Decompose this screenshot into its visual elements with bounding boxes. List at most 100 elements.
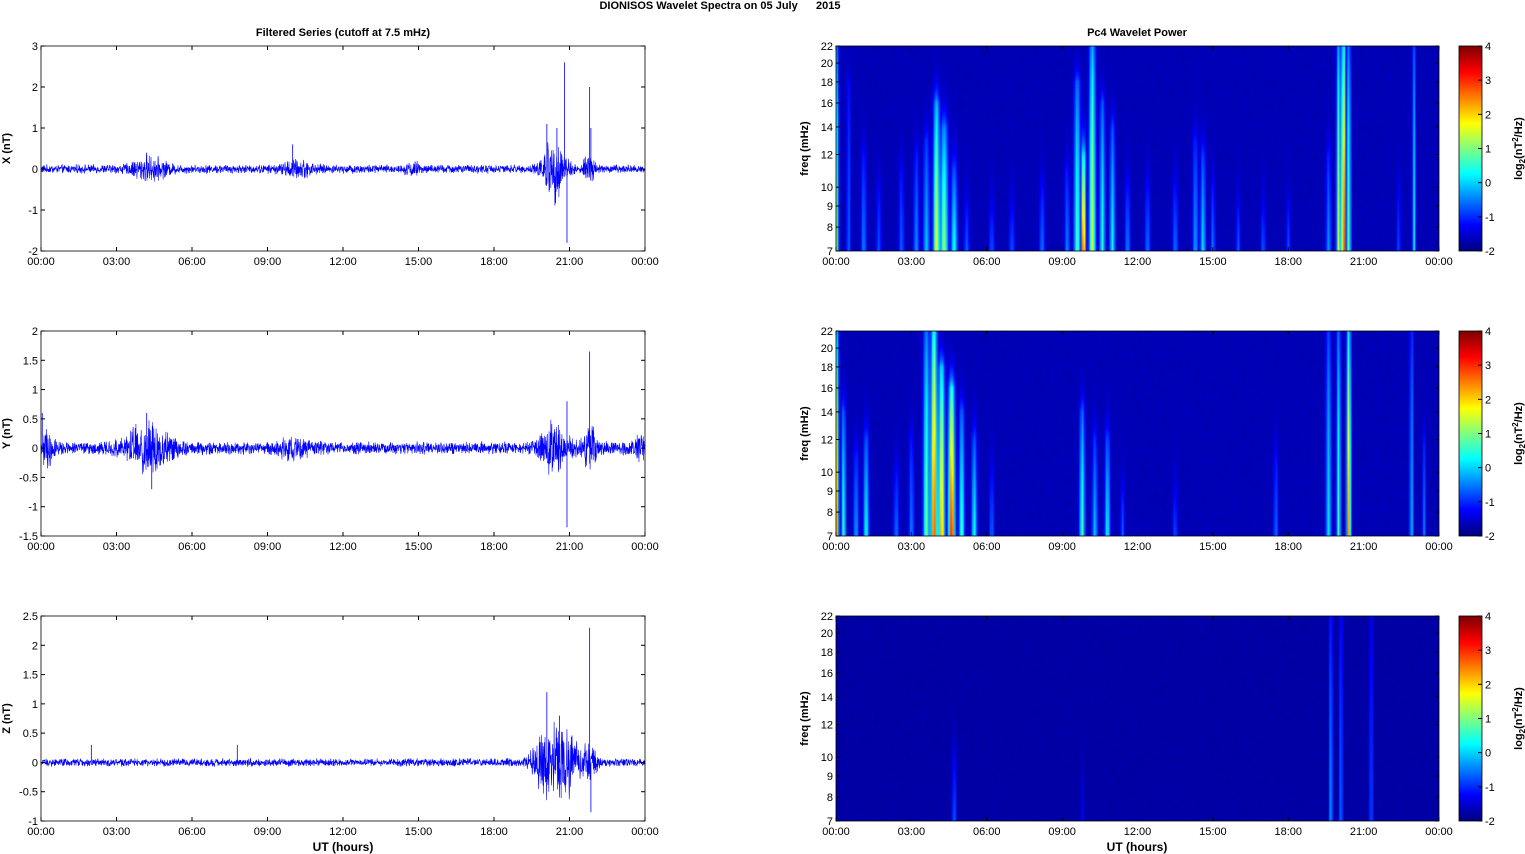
wavelet-xtick-label: 12:00	[1124, 541, 1152, 553]
colorbar-tick-label: 0	[1485, 463, 1491, 475]
wavelet-xtick-label: 00:00	[822, 256, 850, 268]
wavelet-xtick-label: 21:00	[1350, 826, 1378, 838]
colorbar-label: log2(nT2/Hz)	[1511, 687, 1525, 750]
ytick-label: 3	[32, 41, 38, 53]
ytick-label: 1.5	[23, 355, 38, 367]
freq-ylabel: freq (mHz)	[799, 406, 811, 461]
series-xtick-label: 15:00	[405, 541, 433, 553]
series-xtick-label: 06:00	[178, 256, 206, 268]
series-xtick-label: 12:00	[329, 256, 357, 268]
ytick-label: 2	[32, 82, 38, 94]
freq-tick-label: 12	[821, 435, 833, 447]
wavelet-xtick-label: 09:00	[1048, 256, 1076, 268]
wavelet-xtick-label: 18:00	[1274, 826, 1302, 838]
wavelet-xtick-label: 18:00	[1274, 541, 1302, 553]
ytick-label: 0	[32, 443, 38, 455]
ytick-label: 0.5	[23, 414, 38, 426]
ytick-label: -0.5	[19, 787, 38, 799]
plot-area	[41, 46, 645, 251]
colorbar-tick-label: 2	[1485, 394, 1491, 406]
freq-tick-label: 7	[827, 816, 833, 828]
ytick-label: 0.5	[23, 728, 38, 740]
ytick-label: 2	[32, 640, 38, 652]
freq-tick-label: 8	[827, 507, 833, 519]
freq-tick-label: 14	[821, 122, 833, 134]
freq-tick-label: 7	[827, 531, 833, 543]
freq-tick-label: 8	[827, 222, 833, 234]
wavelet-power-image	[836, 616, 1439, 821]
freq-tick-label: 8	[827, 792, 833, 804]
right-xlabel: UT (hours)	[1107, 840, 1168, 854]
series-xtick-label: 15:00	[405, 256, 433, 268]
ytick-label: 0	[32, 164, 38, 176]
series-xtick-label: 03:00	[103, 826, 131, 838]
series-xtick-label: 09:00	[254, 541, 282, 553]
freq-tick-label: 7	[827, 246, 833, 258]
series-xtick-label: 21:00	[556, 541, 584, 553]
series-xtick-label: 00:00	[27, 826, 55, 838]
ytick-label: 2	[32, 326, 38, 338]
colorbar-tick-label: -2	[1485, 531, 1495, 543]
series-ylabel: X (nT)	[1, 133, 13, 164]
series-xtick-label: 06:00	[178, 826, 206, 838]
plot-area	[41, 616, 645, 821]
series-xtick-label: 15:00	[405, 826, 433, 838]
colorbar-tick-label: 3	[1485, 645, 1491, 657]
ytick-label: -1	[28, 816, 38, 828]
colorbar	[1459, 46, 1482, 251]
colorbar-tick-label: 2	[1485, 679, 1491, 691]
freq-tick-label: 12	[821, 150, 833, 162]
series-xtick-label: 21:00	[556, 826, 584, 838]
series-line	[40, 142, 646, 206]
left-column-title: Filtered Series (cutoff at 7.5 mHz)	[256, 27, 431, 39]
series-line	[40, 721, 646, 801]
series-xtick-label: 06:00	[178, 541, 206, 553]
wavelet-xtick-label: 12:00	[1124, 826, 1152, 838]
freq-tick-label: 16	[821, 668, 833, 680]
freq-tick-label: 9	[827, 201, 833, 213]
ytick-label: -1.5	[19, 531, 38, 543]
series-line	[40, 419, 646, 475]
colorbar	[1459, 616, 1482, 821]
wavelet-xtick-label: 12:00	[1124, 256, 1152, 268]
wavelet-xtick-label: 03:00	[898, 256, 926, 268]
colorbar-tick-label: 0	[1485, 178, 1491, 190]
series-xtick-label: 00:00	[631, 256, 659, 268]
colorbar-tick-label: 1	[1485, 714, 1491, 726]
colorbar-tick-label: 1	[1485, 144, 1491, 156]
series-xtick-label: 12:00	[329, 826, 357, 838]
series-xtick-label: 09:00	[254, 826, 282, 838]
wavelet-power-image	[836, 331, 1439, 536]
series-xtick-label: 03:00	[103, 541, 131, 553]
figure-title: DIONISOS Wavelet Spectra on 05 July 2015	[599, 0, 840, 12]
series-panel-3: 2.521.510.50-0.5-100:00 03:00 06:00 09:00 12…	[1, 611, 659, 838]
wavelet-xtick-label: 15:00	[1199, 541, 1227, 553]
ytick-label: 1	[32, 123, 38, 135]
colorbar-tick-label: 3	[1485, 360, 1491, 372]
wavelet-xtick-label: 06:00	[973, 541, 1001, 553]
plot-area	[41, 331, 645, 536]
wavelet-xtick-label: 21:00	[1350, 541, 1378, 553]
colorbar-tick-label: 0	[1485, 748, 1491, 760]
freq-tick-label: 20	[821, 343, 833, 355]
series-panel-2: 21.510.50-0.5-1-1.500:00 03:00 06:00 09:00 1…	[1, 326, 659, 553]
colorbar-tick-label: 4	[1485, 41, 1491, 53]
colorbar-tick-label: 3	[1485, 75, 1491, 87]
wavelet-xtick-label: 09:00	[1048, 541, 1076, 553]
ytick-label: 1	[32, 385, 38, 397]
freq-tick-label: 20	[821, 628, 833, 640]
freq-tick-label: 22	[821, 326, 833, 338]
ytick-label: -2	[28, 246, 38, 258]
series-xtick-label: 00:00	[27, 256, 55, 268]
series-xtick-label: 18:00	[480, 541, 508, 553]
freq-tick-label: 18	[821, 647, 833, 659]
freq-tick-label: 20	[821, 58, 833, 70]
wavelet-xtick-label: 18:00	[1274, 256, 1302, 268]
wavelet-xtick-label: 00:00	[822, 826, 850, 838]
colorbar-tick-label: -2	[1485, 816, 1495, 828]
freq-tick-label: 22	[821, 611, 833, 623]
freq-tick-label: 18	[821, 362, 833, 374]
